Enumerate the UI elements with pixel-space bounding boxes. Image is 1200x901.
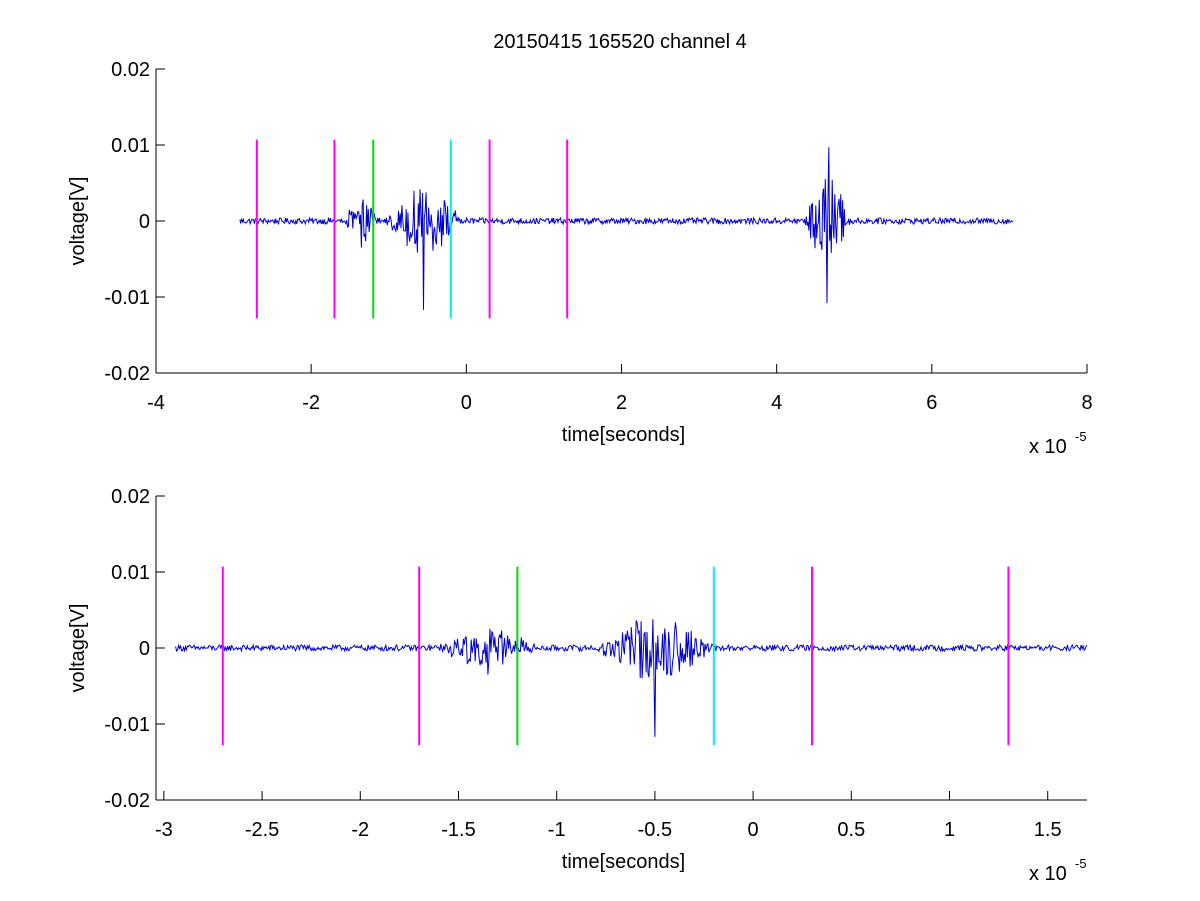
y-tick-label: 0.01 xyxy=(111,562,150,584)
x-tick-label: -1 xyxy=(548,819,566,841)
y-axis-label: voltage[V] xyxy=(67,604,89,693)
x-tick-label: 2 xyxy=(616,392,627,414)
x-tick-label: 0.5 xyxy=(837,819,865,841)
x-axis-label: time[seconds] xyxy=(562,424,685,446)
y-tick-label: -0.01 xyxy=(104,714,150,736)
y-axis-label: voltage[V] xyxy=(67,177,89,266)
x-tick-label: -2 xyxy=(351,819,369,841)
y-tick-label: 0.02 xyxy=(111,486,150,508)
signal-trace xyxy=(175,619,1088,737)
y-tick-label: 0 xyxy=(139,638,150,660)
y-tick-label: 0 xyxy=(139,211,150,233)
figure-title: 20150415 165520 channel 4 xyxy=(493,31,747,53)
x-tick-label: 0 xyxy=(461,392,472,414)
y-tick-label: -0.02 xyxy=(104,790,150,812)
x-exponent-power: -5 xyxy=(1075,429,1087,444)
x-exponent-label: x 10 xyxy=(1029,863,1067,885)
y-tick-label: 0.02 xyxy=(111,59,150,81)
x-tick-label: -1.5 xyxy=(441,819,475,841)
x-tick-label: -4 xyxy=(147,392,165,414)
x-tick-label: -2.5 xyxy=(245,819,279,841)
x-exponent-label: x 10 xyxy=(1029,436,1067,458)
subplot-top: -0.02 -0.01 0 0.01 0.02 -4 -2 0 2 4 6 8 time[seconds… xyxy=(67,59,1093,458)
x-tick-label: -3 xyxy=(155,819,173,841)
subplot-bottom: -0.02 -0.01 0 0.01 0.02 -3 -2.5 -2 -1.5 -1 -0.5 0 0.… xyxy=(67,486,1088,885)
x-tick-label: 1.5 xyxy=(1034,819,1062,841)
y-tick-label: -0.01 xyxy=(104,287,150,309)
x-tick-label: 0 xyxy=(748,819,759,841)
x-axis-label: time[seconds] xyxy=(562,851,685,873)
x-tick-label: 8 xyxy=(1081,392,1092,414)
x-tick-label: -2 xyxy=(302,392,320,414)
x-tick-label: -0.5 xyxy=(638,819,672,841)
y-tick-label: -0.02 xyxy=(104,363,150,385)
signal-trace xyxy=(239,147,1014,310)
x-exponent-power: -5 xyxy=(1075,856,1087,871)
y-tick-label: 0.01 xyxy=(111,135,150,157)
x-tick-label: 1 xyxy=(944,819,955,841)
x-tick-label: 6 xyxy=(926,392,937,414)
x-tick-label: 4 xyxy=(771,392,782,414)
